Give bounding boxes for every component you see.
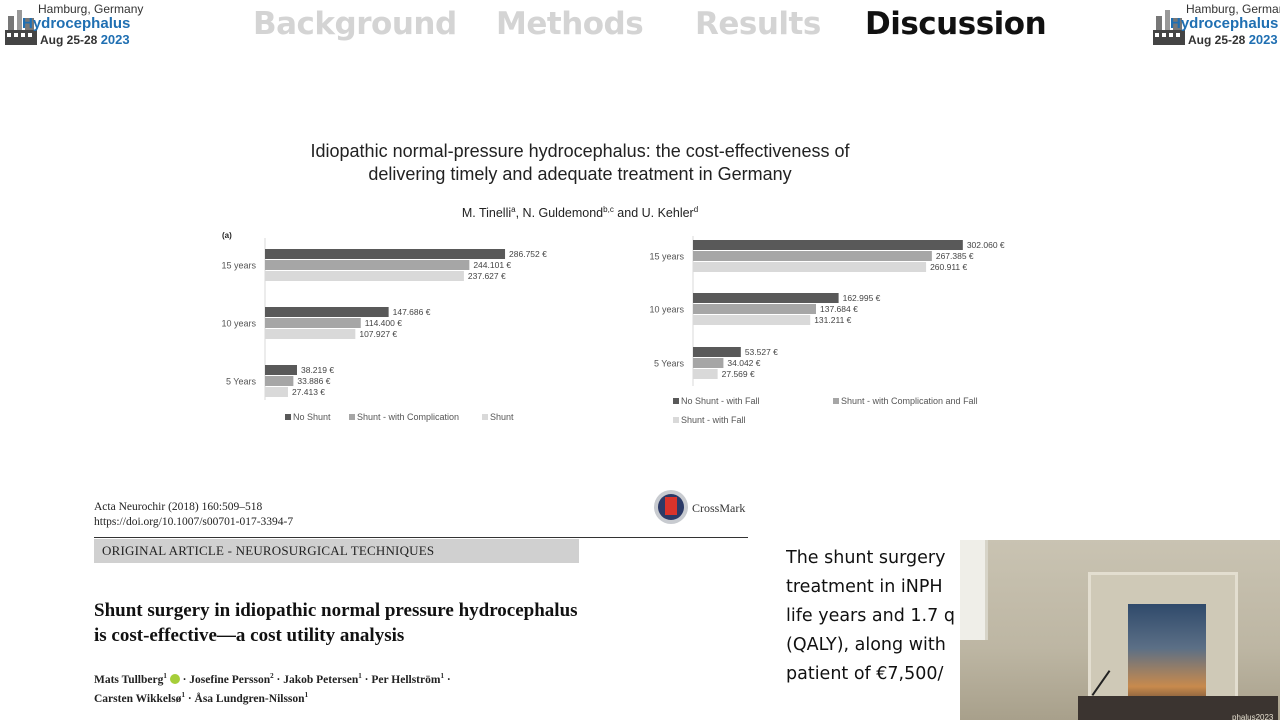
bar: [265, 307, 389, 317]
video-poster: [1128, 604, 1206, 714]
paper1-authors: M. Tinellia, N. Guldemondb,c and U. Kehl…: [461, 205, 699, 221]
bar: [693, 347, 741, 357]
skyline-icon: [1153, 10, 1185, 45]
discussion-text: The shunt surgery treatment in iNPH life…: [786, 548, 955, 684]
data-label: 34.042 €: [727, 358, 760, 368]
conference-logo-left: Hamburg, Germany Hydrocephalus Aug 25-28…: [2, 2, 143, 48]
bar: [693, 358, 724, 368]
data-label: 53.527 €: [745, 347, 778, 357]
data-label: 137.684 €: [820, 304, 858, 314]
data-label: 27.413 €: [292, 387, 325, 397]
bar: [693, 369, 718, 379]
paper1-title-line2: delivering timely and adequate treatment…: [368, 164, 792, 184]
crossmark-badge: CrossMark: [654, 490, 754, 526]
paper2-authors-line2: Carsten Wikkelsø1 · Åsa Lundgren-Nilsson…: [94, 690, 309, 705]
nav-background[interactable]: Background: [253, 6, 457, 42]
legend-swatch: [482, 414, 488, 420]
data-label: 162.995 €: [843, 293, 881, 303]
legend-label: Shunt - with Fall: [681, 415, 746, 425]
bar: [265, 271, 464, 281]
data-label: 147.686 €: [393, 307, 431, 317]
legend-label: Shunt - with Complication and Fall: [841, 396, 978, 406]
divider: [94, 537, 748, 538]
bar: [693, 240, 963, 250]
journal-citation: Acta Neurochir (2018) 160:509–518 https:…: [94, 500, 293, 530]
paper1-title: Idiopathic normal-pressure hydrocephalus…: [250, 140, 910, 186]
bar: [693, 304, 816, 314]
bar: [693, 293, 839, 303]
conference-logo-right: Hamburg, Germany Hydrocephalus Aug 25-28…: [1150, 2, 1280, 48]
paper2-authors: Mats Tullberg1 · Josefine Persson2 · Jak…: [94, 669, 614, 707]
legend-label: No Shunt: [293, 412, 331, 422]
paper1-title-line1: Idiopathic normal-pressure hydrocephalus…: [310, 141, 850, 161]
category-label: 5 Years: [226, 377, 257, 387]
skyline-icon: [5, 10, 37, 45]
data-label: 27.569 €: [722, 369, 755, 379]
data-label: 267.385 €: [936, 251, 974, 261]
data-label: 131.211 €: [814, 315, 851, 325]
data-label: 244.101 €: [473, 260, 511, 270]
article-type-bar: [94, 539, 579, 563]
legend-swatch: [349, 414, 355, 420]
legend-swatch: [673, 417, 679, 423]
bar: [693, 251, 932, 261]
nav-methods[interactable]: Methods: [496, 6, 644, 42]
data-label: 260.911 €: [930, 262, 967, 272]
data-label: 286.752 €: [509, 249, 547, 259]
paper2-title: Shunt surgery in idiopathic normal press…: [94, 598, 734, 648]
category-label: 5 Years: [654, 359, 685, 369]
logo-city: Hamburg, Germany: [1186, 2, 1280, 16]
podium: [1078, 696, 1278, 720]
logo-brand: Hydrocephalus: [1170, 15, 1279, 32]
article-type: ORIGINAL ARTICLE - NEUROSURGICAL TECHNIQ…: [102, 543, 435, 558]
video-window: [960, 540, 988, 640]
bar: [265, 260, 470, 270]
poster-text: phalus2023: [1232, 713, 1274, 720]
nav-results[interactable]: Results: [695, 6, 821, 42]
category-label: 10 years: [221, 319, 256, 329]
crossmark-label: CrossMark: [692, 501, 746, 515]
legend-swatch: [285, 414, 291, 420]
crossmark-icon: [654, 490, 688, 524]
section-nav: Background Methods Results Discussion: [0, 6, 1280, 46]
paper2-title-line1: Shunt surgery in idiopathic normal press…: [94, 600, 578, 621]
panel-label: (a): [222, 231, 232, 240]
bar: [265, 329, 356, 339]
orcid-icon: [169, 673, 180, 684]
bar: [265, 365, 297, 375]
data-label: 33.886 €: [297, 376, 330, 386]
nav-discussion[interactable]: Discussion: [865, 6, 1047, 42]
bar: [265, 249, 506, 259]
legend-label: No Shunt - with Fall: [681, 396, 760, 406]
speaker-video: phalus2023: [960, 540, 1280, 720]
logo-brand: Hydrocephalus: [22, 15, 131, 32]
legend-swatch: [673, 398, 679, 404]
logo-dates: Aug 25-28 2023: [1188, 32, 1278, 47]
data-label: 302.060 €: [967, 240, 1005, 250]
doi-link: https://doi.org/10.1007/s00701-017-3394-…: [94, 516, 294, 528]
data-label: 107.927 €: [359, 329, 397, 339]
bar: [265, 376, 294, 386]
category-label: 10 years: [649, 305, 684, 315]
paper2-authors-line1: Mats Tullberg1 · Josefine Persson2 · Jak…: [94, 672, 451, 686]
data-label: 114.400 €: [365, 318, 402, 328]
category-label: 15 years: [649, 252, 684, 262]
data-label: 38.219 €: [301, 365, 334, 375]
data-label: 237.627 €: [468, 271, 506, 281]
legend-label: Shunt - with Complication: [357, 412, 459, 422]
logo-city: Hamburg, Germany: [38, 2, 144, 16]
bar: [693, 315, 811, 325]
bar: [265, 387, 288, 397]
logo-dates: Aug 25-28 2023: [40, 32, 130, 47]
category-label: 15 years: [221, 261, 256, 271]
legend-label: Shunt: [490, 412, 514, 422]
bar: [265, 318, 361, 328]
journal-ref: Acta Neurochir (2018) 160:509–518: [94, 501, 263, 513]
bar: [693, 262, 927, 272]
paper2-title-line2: is cost-effective—a cost utility analysi…: [94, 625, 405, 646]
legend-swatch: [833, 398, 839, 404]
